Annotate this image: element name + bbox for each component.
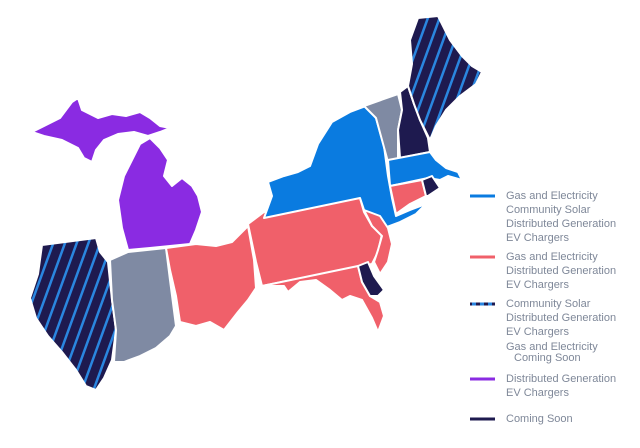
legend-label: Coming Soon [506,413,573,425]
rhode-island [421,175,441,197]
legend-label: Coming Soon [514,352,581,364]
michigan-lower [117,137,203,251]
legend-label: EV Chargers [506,326,569,338]
legend-label: Gas and Electricity [506,341,598,353]
legend-label: Gas and Electricity [506,251,598,263]
ohio [165,225,257,331]
legend-label: Distributed Generation [506,312,616,324]
michigan-upper [31,97,171,163]
indiana [109,247,177,363]
maine [407,15,483,141]
delaware [357,261,385,297]
new-jersey [363,209,393,275]
legend-label: Distributed Generation [506,373,616,385]
legend-label: EV Chargers [506,232,569,244]
legend-swatches [470,194,495,421]
legend-label: Gas and Electricity [506,190,598,202]
legend-label: Community Solar [506,204,591,216]
legend-label: EV Chargers [506,279,569,291]
illinois [29,237,117,391]
legend-label: Community Solar [506,298,591,310]
connecticut [389,179,427,215]
legend: Gas and Electricity Community Solar Distri… [506,190,616,425]
legend-label: EV Chargers [506,387,569,399]
states [29,15,483,391]
legend-label: Distributed Generation [506,265,616,277]
legend-label: Distributed Generation [506,218,616,230]
